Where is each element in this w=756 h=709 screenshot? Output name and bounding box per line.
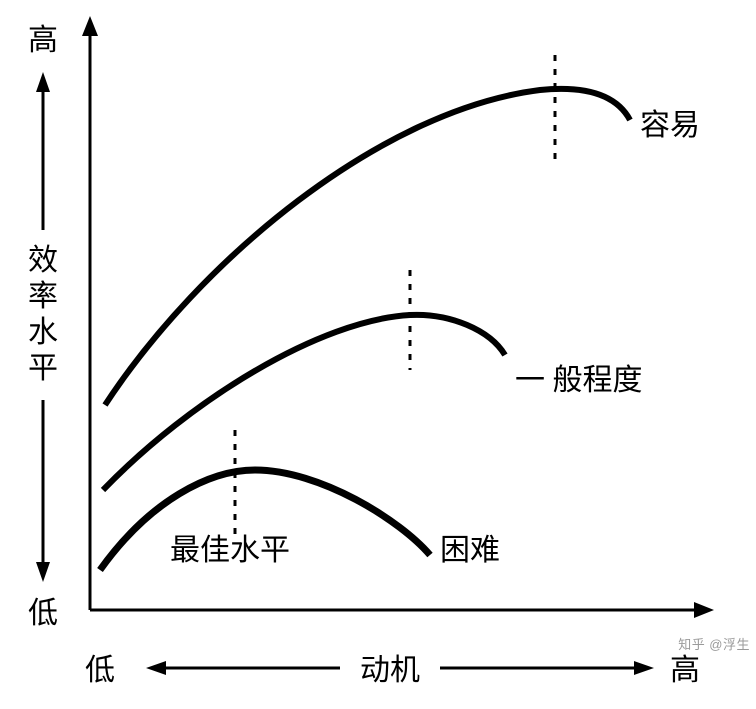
x-guide-arrow-left xyxy=(146,661,166,675)
y-axis-labels: 高 低 效 率 水 平 xyxy=(28,24,58,630)
x-mid-label: 动机 xyxy=(360,654,420,687)
y-guide-arrow-down xyxy=(36,562,50,582)
yerkes-dodson-chart: 高 低 效 率 水 平 低 高 动机 容易 一 般程度 困难 xyxy=(0,0,756,709)
y-mid-label-3: 水 xyxy=(28,316,58,349)
y-mid-label-1: 效 xyxy=(28,244,58,277)
y-mid-label-2: 率 xyxy=(28,280,58,313)
x-left-label: 低 xyxy=(85,654,115,687)
curve-medium-label: 一 般程度 xyxy=(515,364,643,397)
curve-easy xyxy=(105,89,630,405)
curve-easy-label: 容易 xyxy=(640,109,700,142)
y-bottom-label: 低 xyxy=(28,597,58,630)
curve-medium xyxy=(103,315,505,490)
x-axis-arrowhead xyxy=(694,602,714,618)
y-guide-arrow-up xyxy=(36,72,50,92)
watermark: 知乎 @浮生 xyxy=(678,634,750,653)
curves: 容易 一 般程度 困难 xyxy=(100,55,700,570)
curve-hard-label: 困难 xyxy=(440,534,500,567)
y-mid-label-4: 平 xyxy=(28,352,58,385)
chart-container: 高 低 效 率 水 平 低 高 动机 容易 一 般程度 困难 xyxy=(0,0,756,709)
y-axis-arrowhead xyxy=(82,16,98,36)
y-top-label: 高 xyxy=(28,24,58,57)
x-guide-arrow-right xyxy=(634,661,654,675)
x-right-label: 高 xyxy=(670,654,700,687)
x-axis-labels: 低 高 动机 xyxy=(85,654,700,687)
best-level-annotation: 最佳水平 xyxy=(170,534,290,567)
